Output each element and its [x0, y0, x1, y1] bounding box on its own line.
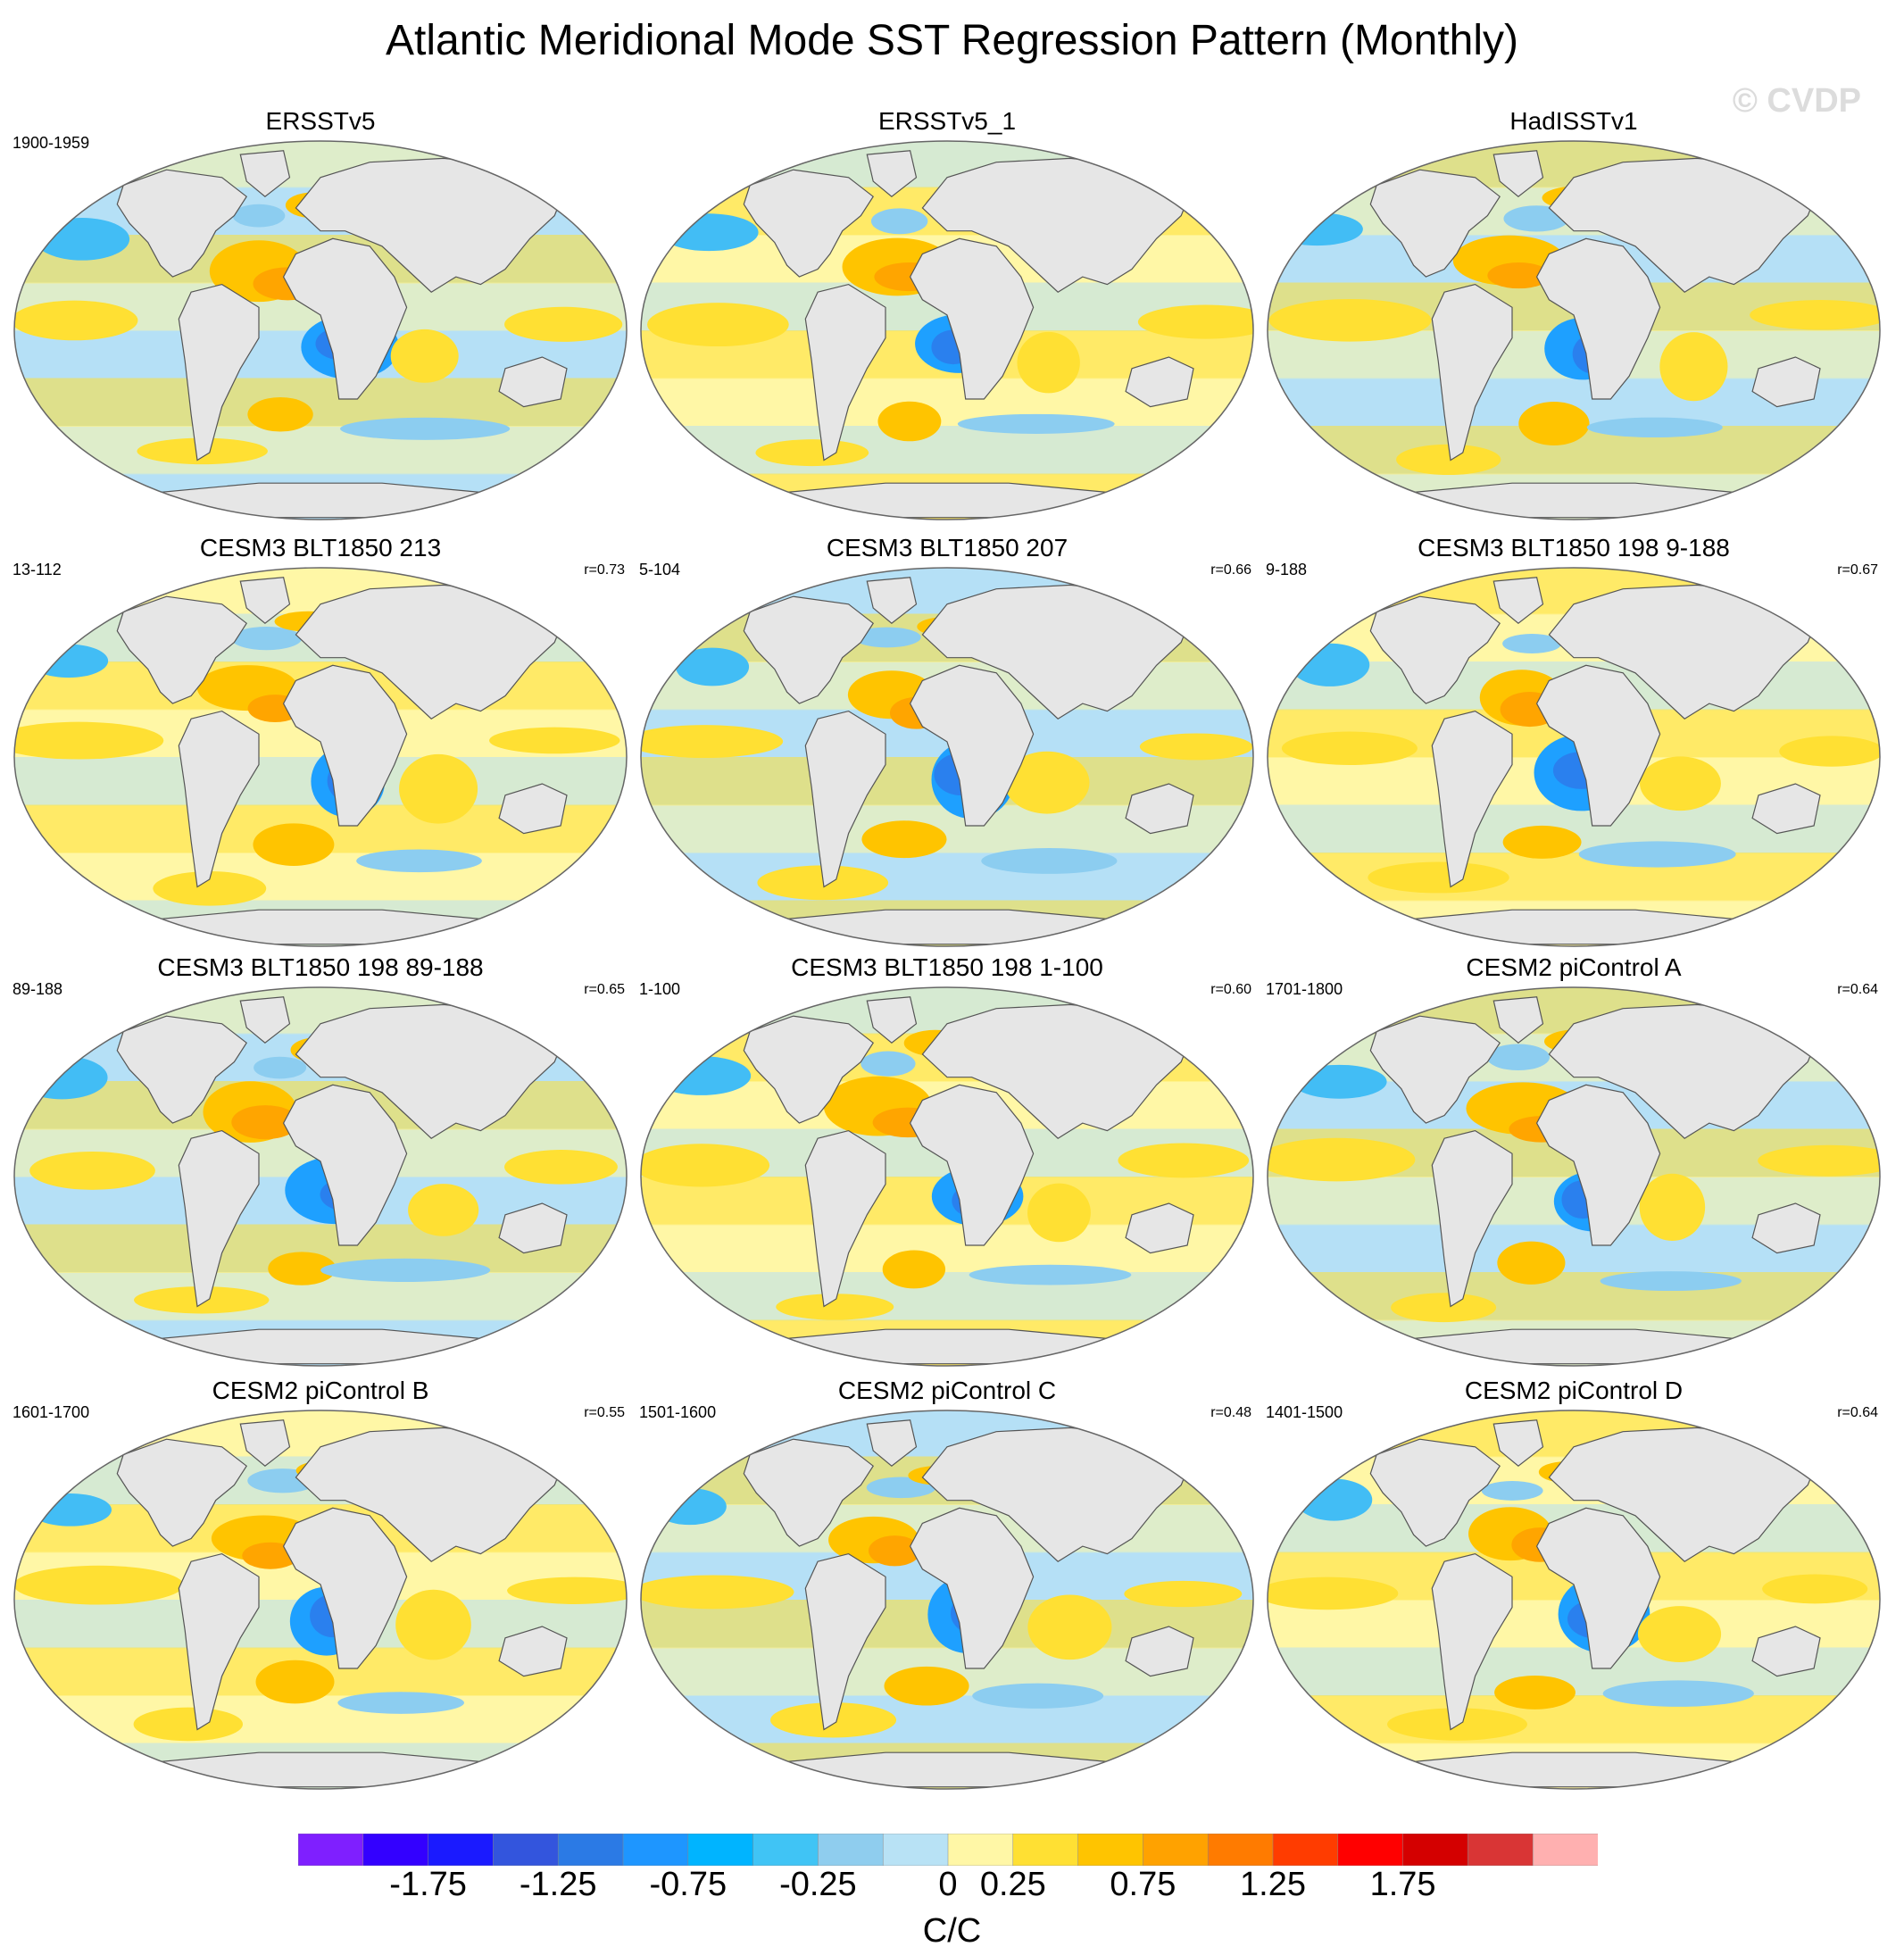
panel-title: CESM3 BLT1850 198 1-100 [791, 953, 1103, 981]
world-map [1267, 140, 1881, 520]
panel-title: CESM3 BLT1850 198 9-188 [1418, 534, 1730, 562]
panel-correlation: r=0.64 [1837, 982, 1878, 997]
colorbar-swatch [1143, 1834, 1209, 1866]
colorbar-tick-label: 0.75 [1110, 1866, 1176, 1903]
panel-title: CESM2 piControl C [837, 1377, 1057, 1404]
colorbar-swatch [1272, 1834, 1339, 1866]
colorbar-units: C/C [922, 1912, 982, 1950]
world-map [640, 567, 1254, 947]
panel-years: 1701-1800 [1266, 980, 1343, 998]
colorbar-swatch [818, 1834, 884, 1866]
world-map [1267, 986, 1881, 1367]
panel-years: 13-112 [12, 561, 62, 578]
colorbar-swatch [687, 1834, 754, 1866]
colorbar-swatch [362, 1834, 429, 1866]
panel-years: 89-188 [12, 980, 63, 998]
panel-correlation: r=0.48 [1210, 1405, 1251, 1420]
colorbar-swatch [622, 1834, 689, 1866]
world-map [640, 986, 1254, 1367]
colorbar-swatch [1337, 1834, 1404, 1866]
panel-correlation: r=0.65 [584, 982, 625, 997]
cvdp-watermark: © CVDP [1732, 82, 1861, 120]
page-title: Atlantic Meridional Mode SST Regression … [386, 17, 1518, 64]
map-panel: CESM3 BLT1850 207 5-104 r=0.66 [639, 534, 1255, 947]
panel-title: CESM3 BLT1850 213 [199, 534, 442, 562]
panel-years: 9-188 [1266, 561, 1308, 578]
map-panel: ERSSTv5 1900-1959 [12, 107, 628, 520]
panel-years: 5-104 [639, 561, 681, 578]
panel-title: CESM3 BLT1850 198 89-188 [157, 953, 484, 981]
panel-years: 1-100 [639, 980, 681, 998]
panel-correlation: r=0.64 [1837, 1405, 1878, 1420]
map-panel: HadISSTv1 [1266, 107, 1882, 520]
map-panel: CESM2 piControl D 1401-1500 r=0.64 [1266, 1377, 1882, 1790]
map-panel: CESM2 piControl C 1501-1600 r=0.48 [639, 1377, 1255, 1790]
colorbar-swatch [1532, 1834, 1598, 1866]
colorbar-tick-label: 1.75 [1369, 1866, 1436, 1903]
colorbar-tick-label: -0.25 [779, 1866, 857, 1903]
colorbar-tick-label: -0.75 [649, 1866, 728, 1903]
map-panel: CESM2 piControl A 1701-1800 r=0.64 [1266, 953, 1882, 1367]
map-panel: CESM3 BLT1850 198 1-100 1-100 r=0.60 [639, 953, 1255, 1367]
world-map [1267, 567, 1881, 947]
map-panel: CESM3 BLT1850 213 13-112 r=0.73 [12, 534, 628, 947]
world-map [640, 140, 1254, 520]
colorbar-swatch [428, 1834, 495, 1866]
colorbar-tick-label: 0.25 [979, 1866, 1046, 1903]
world-map [13, 1410, 628, 1790]
panel-correlation: r=0.73 [584, 562, 625, 578]
panel-title: ERSSTv5 [265, 107, 376, 135]
panel-years: 1501-1600 [639, 1403, 717, 1421]
map-panel: CESM2 piControl B 1601-1700 r=0.55 [12, 1377, 628, 1790]
panel-title: CESM2 piControl A [1466, 953, 1682, 981]
colorbar-tick-label: 1.25 [1240, 1866, 1306, 1903]
map-panel: CESM3 BLT1850 198 9-188 9-188 r=0.67 [1266, 534, 1882, 947]
panel-years: 1601-1700 [12, 1403, 90, 1421]
colorbar-swatch [1012, 1834, 1079, 1866]
panel-years: 1900-1959 [12, 134, 90, 152]
colorbar-swatch [493, 1834, 559, 1866]
colorbar-swatch [1467, 1834, 1534, 1866]
world-map [13, 140, 628, 520]
map-panel: ERSSTv5_1 [639, 107, 1255, 520]
colorbar-swatch [947, 1834, 1014, 1866]
world-map [640, 1410, 1254, 1790]
panel-title: HadISSTv1 [1509, 107, 1638, 135]
map-panel: CESM3 BLT1850 198 89-188 89-188 r=0.65 [12, 953, 628, 1367]
panel-correlation: r=0.60 [1210, 982, 1251, 997]
colorbar-swatch [1207, 1834, 1274, 1866]
panel-correlation: r=0.55 [584, 1405, 625, 1420]
colorbar-swatch [882, 1834, 949, 1866]
colorbar-swatch [1402, 1834, 1469, 1866]
panel-correlation: r=0.67 [1837, 562, 1878, 578]
panel-title: CESM2 piControl D [1464, 1377, 1684, 1404]
colorbar [298, 1834, 1598, 1866]
colorbar-swatch [557, 1834, 624, 1866]
world-map [13, 986, 628, 1367]
panel-years: 1401-1500 [1266, 1403, 1343, 1421]
colorbar-swatch [752, 1834, 819, 1866]
panel-title: ERSSTv5_1 [877, 107, 1017, 135]
colorbar-swatch [298, 1834, 364, 1866]
panel-title: CESM2 piControl B [212, 1377, 429, 1404]
colorbar-tick-label: -1.25 [519, 1866, 597, 1903]
colorbar-swatch [1077, 1834, 1144, 1866]
panel-title: CESM3 BLT1850 207 [826, 534, 1068, 562]
colorbar-tick-label: -1.75 [389, 1866, 467, 1903]
colorbar-tick-label: 0 [938, 1866, 958, 1903]
world-map [13, 567, 628, 947]
world-map [1267, 1410, 1881, 1790]
panel-correlation: r=0.66 [1210, 562, 1251, 578]
